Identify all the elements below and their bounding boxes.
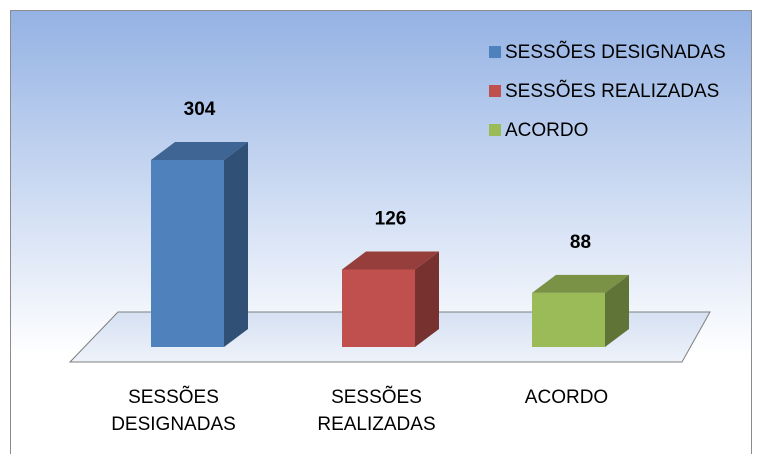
bar-side [224,142,248,347]
plot-background [10,10,752,454]
legend-label: SESSÕES DESIGNADAS [505,41,726,63]
value-label: 304 [184,99,216,120]
bar [342,269,415,347]
bar [532,292,605,347]
value-label: 126 [375,209,407,230]
legend-label: SESSÕES REALIZADAS [505,80,719,102]
x-tick-label: SESSÕES REALIZADAS [317,387,436,435]
legend-swatch [489,85,501,97]
bar-top [342,251,439,270]
legend-label: ACORDO [505,120,588,141]
legend-swatch [489,46,501,58]
x-tick-label: SESSÕES DESIGNADAS [111,387,236,435]
bar [151,160,224,347]
x-tick-label: ACORDO [524,387,609,408]
bar-top [532,274,629,293]
bar-top [151,142,248,160]
value-label: 88 [570,232,591,253]
bar-side [415,251,439,347]
legend-swatch [489,124,501,136]
bar-side [605,274,629,347]
